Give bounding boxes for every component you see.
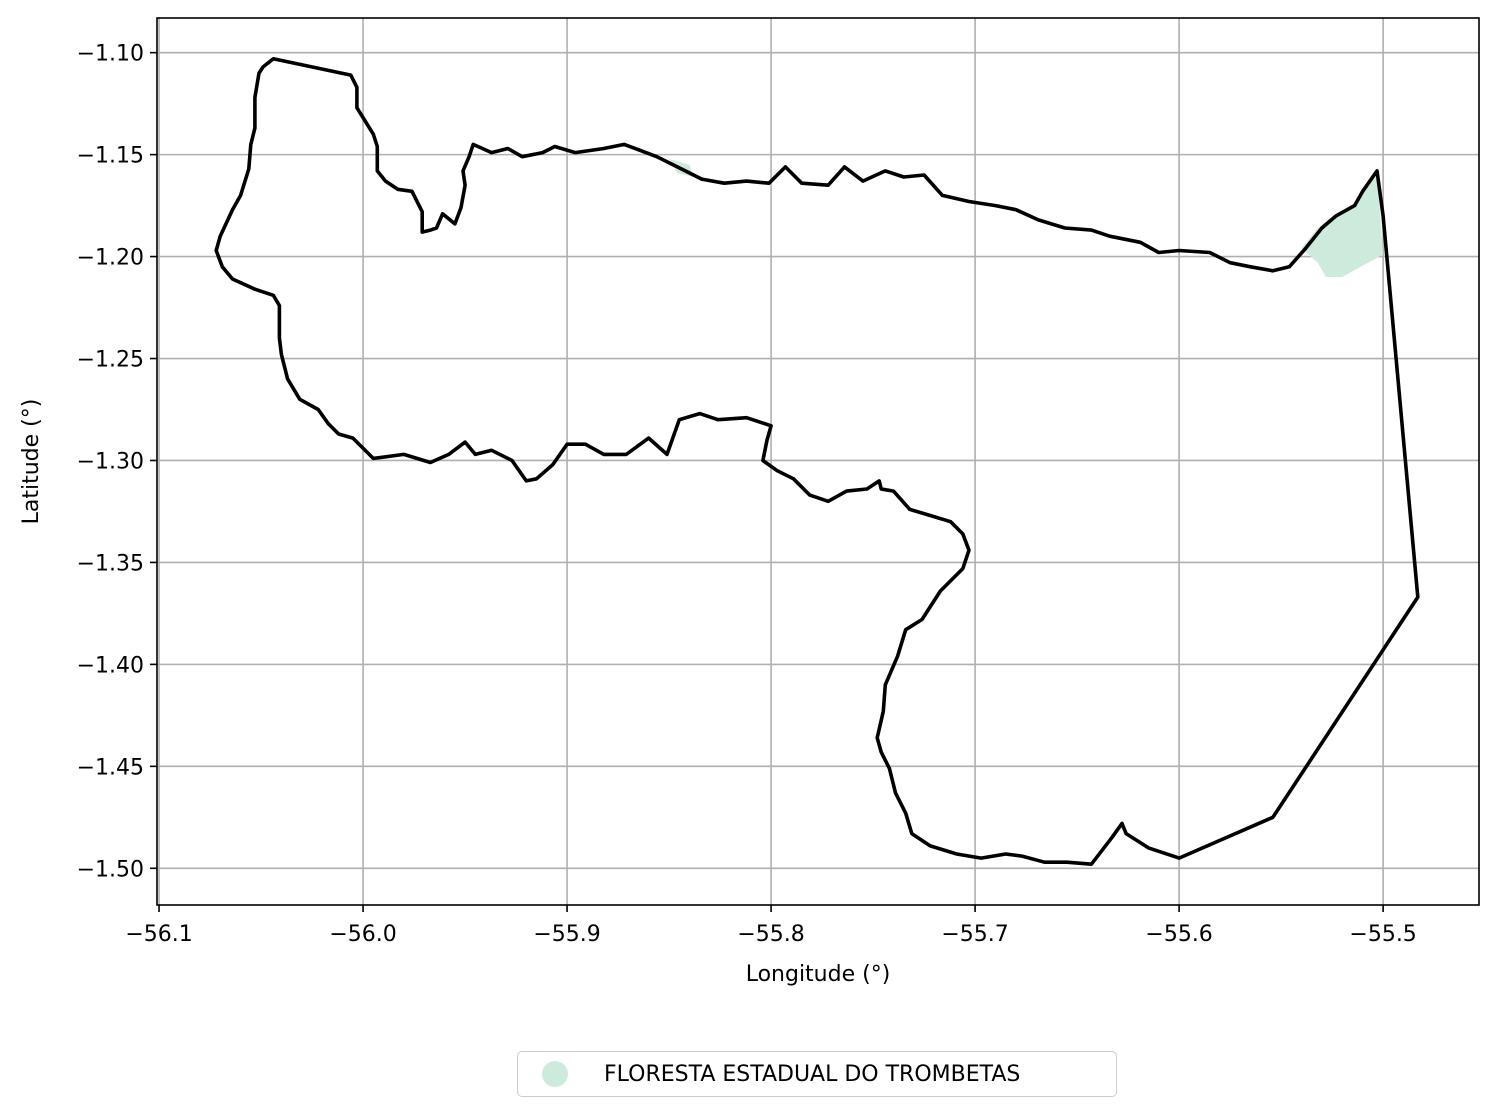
y-tick-label: −1.25 [77, 348, 144, 373]
legend-label: FLORESTA ESTADUAL DO TROMBETAS [604, 1061, 1021, 1087]
x-tick-label: −55.5 [1349, 922, 1416, 947]
grid-lines [157, 18, 1479, 905]
x-tick-label: −56.0 [329, 922, 396, 947]
x-tick-label: −55.8 [737, 922, 804, 947]
legend-marker-icon [542, 1061, 568, 1087]
y-tick-label: −1.40 [77, 653, 144, 678]
legend: FLORESTA ESTADUAL DO TROMBETAS [517, 1051, 1117, 1097]
y-axis-label: Latitude (°) [19, 399, 44, 525]
municipality-boundary-layer [214, 56, 1420, 867]
x-tick-label: −55.7 [941, 922, 1008, 947]
y-tick-label: −1.15 [77, 144, 144, 169]
y-tick-label: −1.50 [77, 857, 144, 882]
x-axis-label: Longitude (°) [746, 962, 891, 987]
boundary-outline [214, 56, 1420, 867]
protected-area-polygon [1301, 170, 1384, 277]
x-tick-label: −55.9 [533, 922, 600, 947]
y-tick-label: −1.35 [77, 551, 144, 576]
plot-frame [156, 17, 1480, 906]
axis-ticks: −56.1 −56.0 −55.9 −55.8 −55.7 −55.6 −55.5 −1.10… [77, 42, 1417, 947]
y-tick-label: −1.30 [77, 449, 144, 474]
x-tick-label: −55.6 [1145, 922, 1212, 947]
x-tick-label: −56.1 [125, 922, 192, 947]
y-tick-label: −1.20 [77, 246, 144, 271]
y-tick-label: −1.45 [77, 755, 144, 780]
y-tick-label: −1.10 [77, 42, 144, 67]
